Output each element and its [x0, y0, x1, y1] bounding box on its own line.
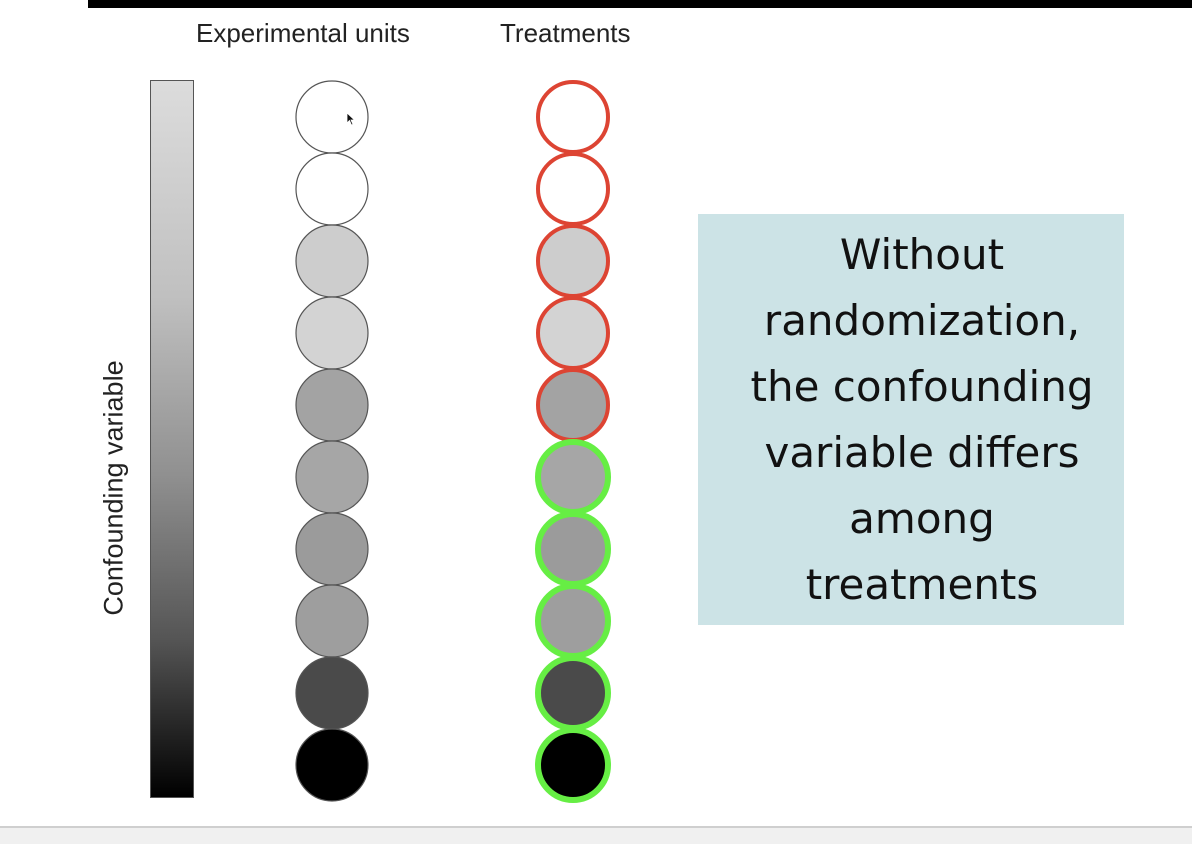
callout-line: the confounding — [750, 361, 1094, 411]
treatment-circle-10 — [535, 727, 611, 803]
confounding-gradient-bar — [150, 80, 194, 798]
callout-text: Without randomization, the confounding v… — [722, 222, 1122, 618]
heading-experimental-units: Experimental units — [196, 18, 410, 48]
treatment-circle-4 — [536, 296, 610, 370]
unit-circle-1 — [295, 80, 369, 154]
unit-circle-3 — [295, 224, 369, 298]
treatment-circle-5 — [536, 368, 610, 442]
callout-line: treatments — [805, 559, 1039, 609]
treatment-circle-7 — [535, 511, 611, 587]
treatment-circle-8 — [535, 583, 611, 659]
callout-box: Without randomization, the confounding v… — [698, 214, 1124, 625]
treatments-column — [535, 80, 611, 803]
mouse-pointer-icon — [346, 112, 356, 126]
unit-circle-2 — [295, 152, 369, 226]
treatment-circle-6 — [535, 439, 611, 515]
treatment-circle-1 — [536, 80, 610, 154]
bottom-bar — [0, 826, 1192, 844]
callout-line: Without — [839, 229, 1005, 279]
treatment-circle-3 — [536, 224, 610, 298]
top-black-bar — [88, 0, 1192, 8]
unit-circle-8 — [295, 584, 369, 658]
unit-circle-5 — [295, 368, 369, 442]
callout-line: randomization, — [763, 295, 1081, 345]
callout-line: variable differs — [764, 427, 1080, 477]
unit-circle-6 — [295, 440, 369, 514]
treatment-circle-2 — [536, 152, 610, 226]
unit-circle-4 — [295, 296, 369, 370]
heading-treatments: Treatments — [500, 18, 631, 48]
unit-circle-10 — [295, 728, 369, 802]
treatment-circle-9 — [535, 655, 611, 731]
unit-circle-9 — [295, 656, 369, 730]
unit-circle-7 — [295, 512, 369, 586]
experimental-units-column — [295, 80, 369, 802]
callout-line: among — [849, 493, 995, 543]
